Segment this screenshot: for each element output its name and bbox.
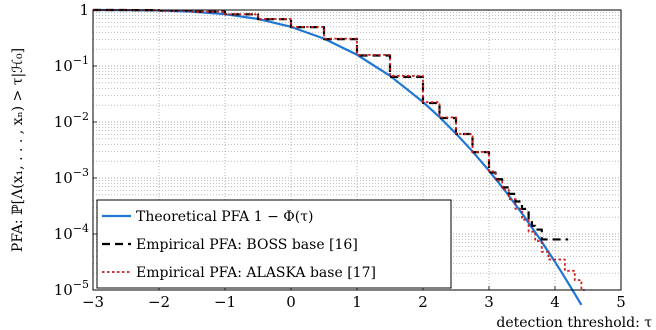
x-tick-label: 0: [286, 293, 296, 311]
series-line-3: [93, 9, 585, 291]
x-tick-label: −3: [82, 293, 104, 311]
legend-label-3: Empirical PFA: ALASKA base [17]: [136, 265, 376, 281]
legend-label-2: Empirical PFA: BOSS base [16]: [136, 237, 358, 253]
y-axis-label: PFA: ℙ[Λ(x₁, . . . , xₙ) > τ|ℋ₀]: [10, 48, 26, 252]
legend-label-1: Theoretical PFA 1 − Φ(τ): [136, 209, 313, 225]
legend-box: [96, 199, 452, 289]
series-layer: [92, 8, 585, 306]
x-tick-label: 1: [352, 293, 362, 311]
y-tick-label: 10−4: [54, 222, 89, 243]
x-tick-label: 2: [418, 293, 428, 311]
y-tick-label: 1: [79, 1, 89, 19]
tick-layer: −3 −2 −1 0 1 2 3 4 510−510−410−310−210−11: [54, 1, 626, 311]
x-axis-label: detection threshold: τ: [496, 315, 652, 330]
x-tick-label: −2: [148, 293, 170, 311]
legend: Theoretical PFA 1 − Φ(τ) Empirical PFA: B…: [96, 199, 452, 289]
y-tick-label: 10−3: [54, 166, 89, 187]
y-tick-label: 10−1: [54, 54, 89, 75]
x-tick-label: 4: [550, 293, 560, 311]
x-tick-label: 3: [484, 293, 494, 311]
y-tick-label: 10−2: [54, 110, 89, 131]
x-tick-label: 5: [616, 293, 626, 311]
series-line-2: [93, 8, 569, 241]
x-tick-label: −1: [214, 293, 236, 311]
series-line-1: [92, 8, 583, 306]
